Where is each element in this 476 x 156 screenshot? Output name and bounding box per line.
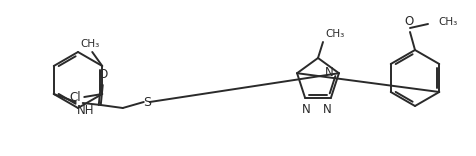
Text: Cl: Cl [69, 90, 81, 103]
Text: O: O [98, 68, 107, 81]
Text: CH₃: CH₃ [324, 29, 344, 39]
Text: S: S [142, 95, 150, 109]
Text: O: O [404, 15, 413, 28]
Text: N: N [322, 103, 331, 116]
Text: CH₃: CH₃ [80, 39, 99, 49]
Text: N: N [325, 66, 333, 79]
Text: NH: NH [77, 104, 94, 117]
Text: N: N [301, 103, 310, 116]
Text: CH₃: CH₃ [437, 17, 456, 27]
